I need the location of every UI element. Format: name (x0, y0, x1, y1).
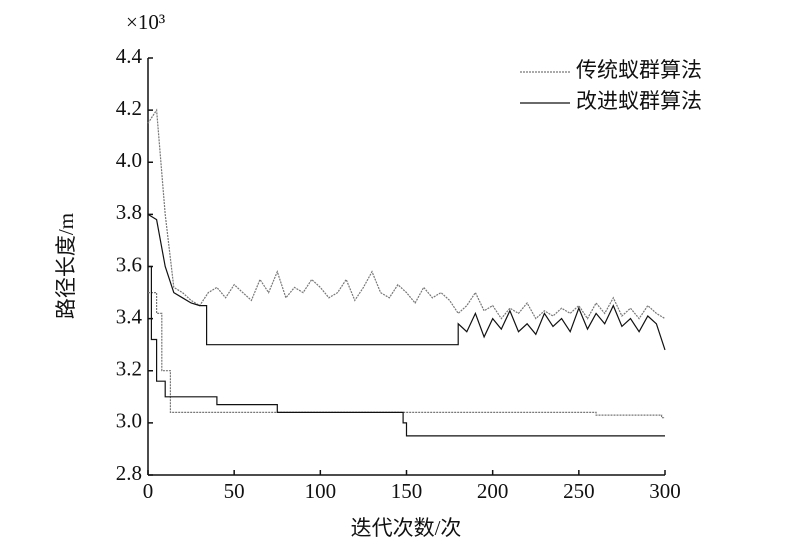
series-best-line (148, 265, 665, 437)
x-tick-label: 100 (305, 479, 337, 503)
y-axis-label: 路径长度/m (54, 213, 78, 319)
y-tick-label: 3.6 (116, 252, 142, 276)
y-tick-label: 3.2 (116, 357, 142, 381)
legend-label: 传统蚁群算法 (576, 58, 702, 82)
x-tick-label: 300 (649, 479, 681, 503)
y-tick-label: 2.8 (116, 461, 142, 485)
x-tick-label: 0 (143, 479, 154, 503)
y-tick-label: 4.2 (116, 96, 142, 120)
series-best-line (148, 292, 665, 419)
y-tick-label: 4.0 (116, 148, 142, 172)
x-tick-label: 150 (391, 479, 423, 503)
x-tick-label: 200 (477, 479, 509, 503)
x-axis-label: 迭代次数/次 (351, 516, 462, 540)
y-tick-label: 3.4 (116, 304, 143, 328)
x-tick-label: 250 (563, 479, 595, 503)
legend-label: 改进蚁群算法 (576, 89, 702, 113)
x-tick-label: 50 (224, 479, 245, 503)
series-line (147, 108, 666, 320)
y-multiplier: ×10³ (126, 10, 165, 34)
y-tick-label: 4.4 (116, 44, 143, 68)
y-tick-label: 3.0 (116, 409, 142, 433)
y-tick-label: 3.8 (116, 200, 142, 224)
series-line (147, 213, 666, 351)
